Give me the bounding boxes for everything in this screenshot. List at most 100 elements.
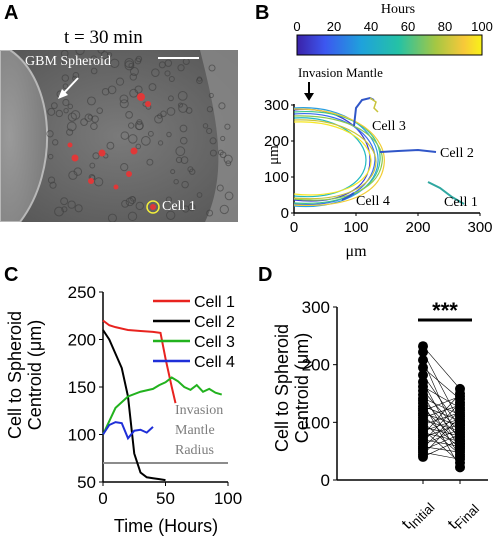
initial-point <box>418 362 428 373</box>
panel-label-b: B <box>255 2 270 24</box>
mantle-radius-label-3: Radius <box>175 443 214 458</box>
background-cell <box>134 57 142 65</box>
background-cell <box>72 71 80 79</box>
colorbar-tick-label: 100 <box>471 19 493 34</box>
background-cell <box>180 156 189 165</box>
legend-label: Cell 3 <box>194 334 235 351</box>
colorbar-tick-label: 40 <box>364 19 378 34</box>
distance-y-tick-label: 250 <box>68 283 96 302</box>
cell-4-track <box>341 192 355 201</box>
background-cell <box>148 83 157 92</box>
background-cell <box>91 115 99 123</box>
background-cell <box>119 94 129 104</box>
background-cell <box>178 103 188 113</box>
background-cell <box>124 58 135 68</box>
background-cell <box>154 114 163 124</box>
background-cell <box>115 77 125 86</box>
background-cell <box>67 103 74 110</box>
pair-line <box>422 397 461 416</box>
colorbar <box>296 34 483 56</box>
paired-lines <box>422 346 461 468</box>
background-cell <box>166 131 172 138</box>
fluorescent-cells <box>67 93 151 190</box>
background-cell <box>173 179 179 185</box>
background-cell <box>119 99 129 109</box>
background-cell <box>157 140 164 146</box>
pair-line <box>422 412 461 425</box>
track-label-cell-2: Cell 2 <box>440 146 474 161</box>
background-cell <box>55 109 63 118</box>
background-cell <box>107 213 117 222</box>
panel-label-c: C <box>4 264 19 286</box>
trajectory-chart: Hours 0 20 40 60 80 100 Invasion Mantle 0 100 2… <box>264 2 493 260</box>
background-cell <box>187 166 194 173</box>
microscopy-image: GBM Spheroid Cell 1 <box>0 50 238 222</box>
background-cell <box>177 90 188 101</box>
background-cell <box>179 136 188 145</box>
pair-line <box>422 412 461 427</box>
background-cell <box>47 153 54 160</box>
trajectory-x-tick-label: 300 <box>467 219 492 236</box>
background-cell <box>166 107 176 116</box>
track-label-cell-4: Cell 4 <box>356 194 390 209</box>
background-cell <box>216 184 224 192</box>
pair-line <box>422 439 461 458</box>
background-cell <box>164 70 171 77</box>
background-cell <box>106 52 113 58</box>
background-cell <box>66 121 77 132</box>
background-cell <box>125 111 133 119</box>
background-cell <box>196 192 203 198</box>
background-cell <box>177 102 184 108</box>
pair-line <box>422 402 461 443</box>
trajectory-y-tick-label: 300 <box>264 97 289 114</box>
pair-line <box>422 396 461 412</box>
background-cell <box>219 204 229 215</box>
pair-line <box>422 452 461 460</box>
background-cell <box>135 201 144 211</box>
distance-y-tick-label: 100 <box>68 426 96 445</box>
distance-time-chart: Cell to Spheroid Centroid (μm) Time (Hou… <box>5 283 243 536</box>
pair-line <box>422 374 461 428</box>
background-cell <box>101 87 110 96</box>
cell-2-track <box>379 148 437 153</box>
background-cell <box>47 107 56 116</box>
pair-line <box>422 434 461 451</box>
pair-line <box>422 367 461 400</box>
category-label-final: tFinal <box>445 501 482 533</box>
background-cell <box>80 118 88 126</box>
paired-axes: 0 100 200 300 <box>302 298 488 490</box>
background-cell <box>50 102 58 110</box>
paired-y-tick-label: 200 <box>302 356 330 375</box>
paired-y-tick-label: 300 <box>302 298 330 317</box>
colorbar-tick-label: 20 <box>327 19 341 34</box>
background-cell <box>224 123 231 130</box>
background-cell <box>87 114 93 120</box>
background-cell <box>175 146 186 157</box>
colorbar-tick-label: 80 <box>438 19 452 34</box>
svg-text:tInitial: tInitial <box>399 496 438 535</box>
background-cell <box>70 110 81 120</box>
colorbar-tick-label: 0 <box>293 19 300 34</box>
background-cell <box>206 127 213 135</box>
distance-x-tick-label: 100 <box>214 489 242 508</box>
track-label-cell-1: Cell 1 <box>444 195 478 210</box>
background-cell <box>68 170 78 180</box>
track-label-cell-3: Cell 3 <box>372 119 406 134</box>
pair-line <box>422 410 461 449</box>
pair-line <box>422 439 461 447</box>
colorbar-tick-label: 60 <box>401 19 415 34</box>
cat1-sub: Initial <box>405 500 437 532</box>
pair-line <box>422 393 461 436</box>
background-cell <box>106 141 115 150</box>
background-cell <box>135 143 142 150</box>
trajectory-x-tick-label: 200 <box>405 219 430 236</box>
background-cell <box>96 107 104 114</box>
panel-label-d: D <box>258 264 273 286</box>
background-cell <box>166 210 176 220</box>
background-cell <box>121 199 130 208</box>
background-cell <box>97 50 105 54</box>
series-line-cell-2 <box>102 329 166 482</box>
initial-point <box>418 451 428 462</box>
background-cell <box>67 112 77 122</box>
